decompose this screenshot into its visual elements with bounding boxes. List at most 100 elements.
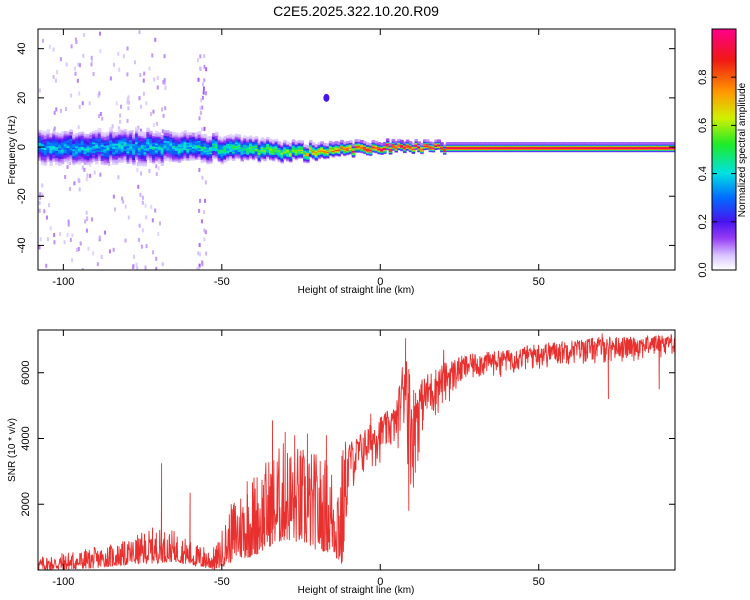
spectrogram-cell — [97, 156, 102, 160]
spectrogram-cell — [83, 149, 88, 153]
spectrogram-cell — [554, 142, 558, 145]
spectrogram-cell — [183, 144, 187, 147]
spectrogram-noise-cell — [45, 215, 48, 220]
spectrogram-cell — [174, 138, 179, 142]
spectrogram-cell — [57, 140, 62, 143]
spectrogram-cell — [100, 153, 105, 156]
spectrogram-cell — [132, 152, 136, 155]
spectrogram-cell — [95, 140, 99, 144]
spectrogram-cell — [206, 143, 210, 147]
spectrogram-cell — [63, 156, 68, 159]
spectrogram-cell — [86, 144, 90, 148]
colorbar-segment — [712, 167, 736, 171]
spectrogram-cell — [149, 137, 153, 141]
spectrogram-cell — [160, 136, 165, 140]
spectrogram-cell — [648, 142, 652, 145]
spectrogram-cell — [120, 156, 125, 160]
spectrogram-noise-cell — [64, 175, 67, 180]
spectrogram-cell — [43, 136, 48, 140]
spectrogram-cell — [72, 146, 76, 150]
spectrogram-cell — [157, 137, 162, 141]
spectrogram-cell — [69, 129, 73, 133]
spectrogram-cell — [149, 155, 153, 158]
spectrogram-cell — [86, 151, 90, 155]
spectrogram-cell — [72, 137, 76, 141]
spectrogram-cell — [120, 158, 125, 162]
spectrogram-cell — [149, 151, 153, 155]
spectrogram-cell — [137, 136, 142, 140]
spectrogram-cell — [465, 142, 470, 145]
spectrogram-cell — [497, 142, 501, 145]
colorbar-segment — [712, 97, 736, 100]
spectrogram-cell — [251, 137, 256, 140]
colorbar-segment — [712, 103, 736, 106]
spectrogram-noise-cell — [70, 44, 73, 49]
spectrogram-cell — [214, 134, 219, 138]
spectrogram-cell — [511, 142, 515, 145]
colorbar-segment — [712, 251, 736, 255]
spectrogram-cell — [83, 148, 88, 151]
spectrogram-noise-cell — [38, 88, 41, 93]
spectrogram-cell — [154, 152, 159, 156]
spectrogram-cell — [186, 143, 190, 146]
colorbar-segment — [712, 89, 736, 92]
spectrogram-cell — [163, 151, 167, 155]
colorbar-segment — [712, 157, 736, 161]
spectrogram-cell — [134, 132, 139, 136]
spectrogram-cell — [391, 139, 396, 142]
spectrogram-cell — [75, 134, 79, 138]
colorbar-segment — [712, 67, 736, 70]
spectrogram-cell — [43, 150, 48, 154]
spectrogram-cell — [103, 153, 108, 157]
spectrogram-cell — [66, 141, 70, 145]
spectrogram-cell — [306, 145, 310, 148]
spectrogram-cell — [157, 144, 162, 147]
colorbar-segment — [712, 33, 736, 36]
spectrogram-cell — [109, 136, 113, 139]
spectrogram-cell — [206, 139, 210, 142]
spectrogram-cell — [209, 143, 213, 146]
y-tick-label: 20 — [16, 92, 28, 104]
spectrogram-noise-cell — [112, 247, 115, 252]
spectrogram-cell — [146, 146, 150, 150]
spectrogram-cell — [52, 134, 56, 138]
colorbar-ticks: 0.00.20.40.60.8 — [697, 70, 736, 278]
spectrogram-cell — [129, 158, 133, 162]
spectrogram-noise-cell — [91, 58, 94, 63]
spectrogram-cell — [80, 140, 85, 144]
spectrogram-noise-cell — [122, 54, 125, 59]
spectrogram-cell — [354, 139, 359, 142]
spectrogram-cell — [203, 149, 207, 153]
spectrogram-cell — [89, 146, 93, 150]
spectrogram-cell — [183, 142, 187, 146]
spectrogram-cell — [97, 136, 102, 140]
colorbar-segment — [712, 109, 736, 112]
spectrogram-cell — [132, 136, 136, 139]
spectrogram-noise-cell — [56, 70, 59, 75]
spectrogram-cell — [209, 138, 213, 142]
spectrogram-cell — [257, 140, 262, 143]
spectrogram-cell — [169, 141, 173, 144]
spectrogram-noise-cell — [203, 228, 206, 233]
spectrogram-cell — [55, 155, 59, 158]
spectrogram-noise-cell — [133, 60, 136, 65]
spectrogram-cell — [220, 157, 224, 161]
spectrogram-cell — [126, 134, 130, 138]
spectrogram-cell — [117, 141, 122, 144]
spectrogram-cell — [209, 147, 213, 150]
spectrogram-cell — [220, 141, 224, 145]
spectrogram-cell — [203, 156, 207, 160]
spectrogram-cell — [385, 138, 390, 142]
spectrogram-cell — [197, 131, 202, 134]
spectrogram-cell — [152, 155, 156, 159]
spectrogram-cell — [97, 151, 102, 154]
spectrogram-cell — [137, 156, 142, 159]
spectrogram-cell — [83, 144, 88, 148]
spectrogram-cell — [194, 157, 199, 161]
spectrogram-cell — [169, 156, 173, 159]
spectrogram-cell — [197, 153, 202, 156]
spectrogram-cell — [137, 140, 142, 143]
spectrogram-cell — [163, 138, 167, 141]
spectrogram-cell — [46, 145, 51, 148]
